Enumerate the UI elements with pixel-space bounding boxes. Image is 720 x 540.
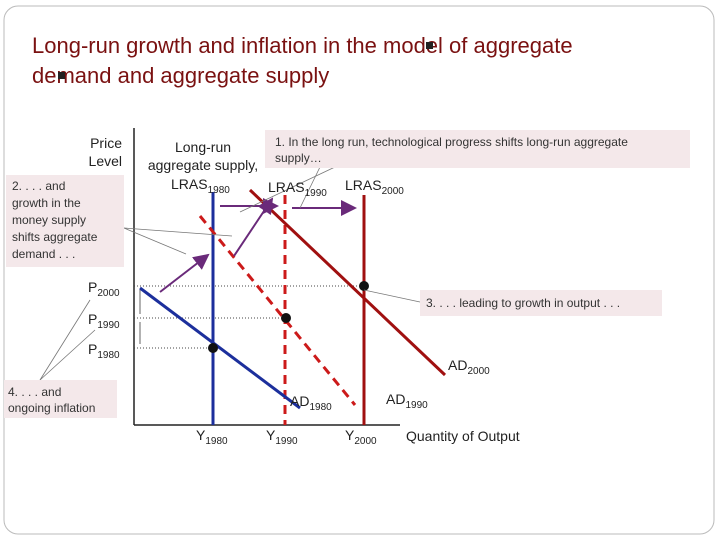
ad-2000-label: AD2000 xyxy=(448,357,490,377)
note: 3. . . . leading to growth in output . .… xyxy=(426,296,620,310)
leader-lines xyxy=(39,166,421,381)
lras-1980-label: LRAS1980 xyxy=(171,176,230,196)
note-box xyxy=(265,130,690,168)
note: 2. . . . and xyxy=(12,179,65,193)
lras-1990-label: LRAS1990 xyxy=(268,179,327,199)
note-box xyxy=(420,290,662,316)
output-label: Y2000 xyxy=(345,427,377,447)
lras-2000-label: LRAS2000 xyxy=(345,177,404,197)
ad-1990-label: AD1990 xyxy=(386,391,428,411)
ad-1990 xyxy=(198,215,357,406)
note: demand . . . xyxy=(12,247,75,261)
note: money supply xyxy=(12,213,86,227)
note: shifts aggregate xyxy=(12,230,98,244)
note-box xyxy=(6,175,124,267)
note: supply… xyxy=(275,151,322,165)
bullet xyxy=(58,72,65,79)
equilibrium xyxy=(208,343,218,353)
guides xyxy=(134,285,364,349)
note: ongoing inflation xyxy=(8,401,95,415)
ad-1980 xyxy=(139,286,301,410)
y-axis-label: Level xyxy=(89,153,122,169)
title: demand and aggregate supply xyxy=(32,63,329,88)
lras-caption: aggregate supply, xyxy=(148,157,258,173)
shift-arrows xyxy=(159,197,357,293)
output-label: Y1980 xyxy=(196,427,228,447)
bullet xyxy=(426,42,433,49)
note: 4. . . . and xyxy=(8,385,61,399)
price-label: P2000 xyxy=(88,279,120,299)
lras-caption: Long-run xyxy=(175,139,231,155)
y-axis-label: Price xyxy=(90,135,122,151)
ad-1980-label: AD1980 xyxy=(290,393,332,413)
price-label: P1980 xyxy=(88,341,120,361)
note: 1. In the long run, technological progre… xyxy=(275,135,628,149)
x-axis-label: Quantity of Output xyxy=(406,428,520,444)
equilibrium xyxy=(359,281,369,291)
ad-2000 xyxy=(248,188,447,377)
equilibrium xyxy=(281,313,291,323)
output-label: Y1990 xyxy=(266,427,298,447)
title: Long-run growth and inflation in the mod… xyxy=(32,33,573,58)
price-label: P1990 xyxy=(88,311,120,331)
note-box xyxy=(4,380,117,418)
note: growth in the xyxy=(12,196,81,210)
